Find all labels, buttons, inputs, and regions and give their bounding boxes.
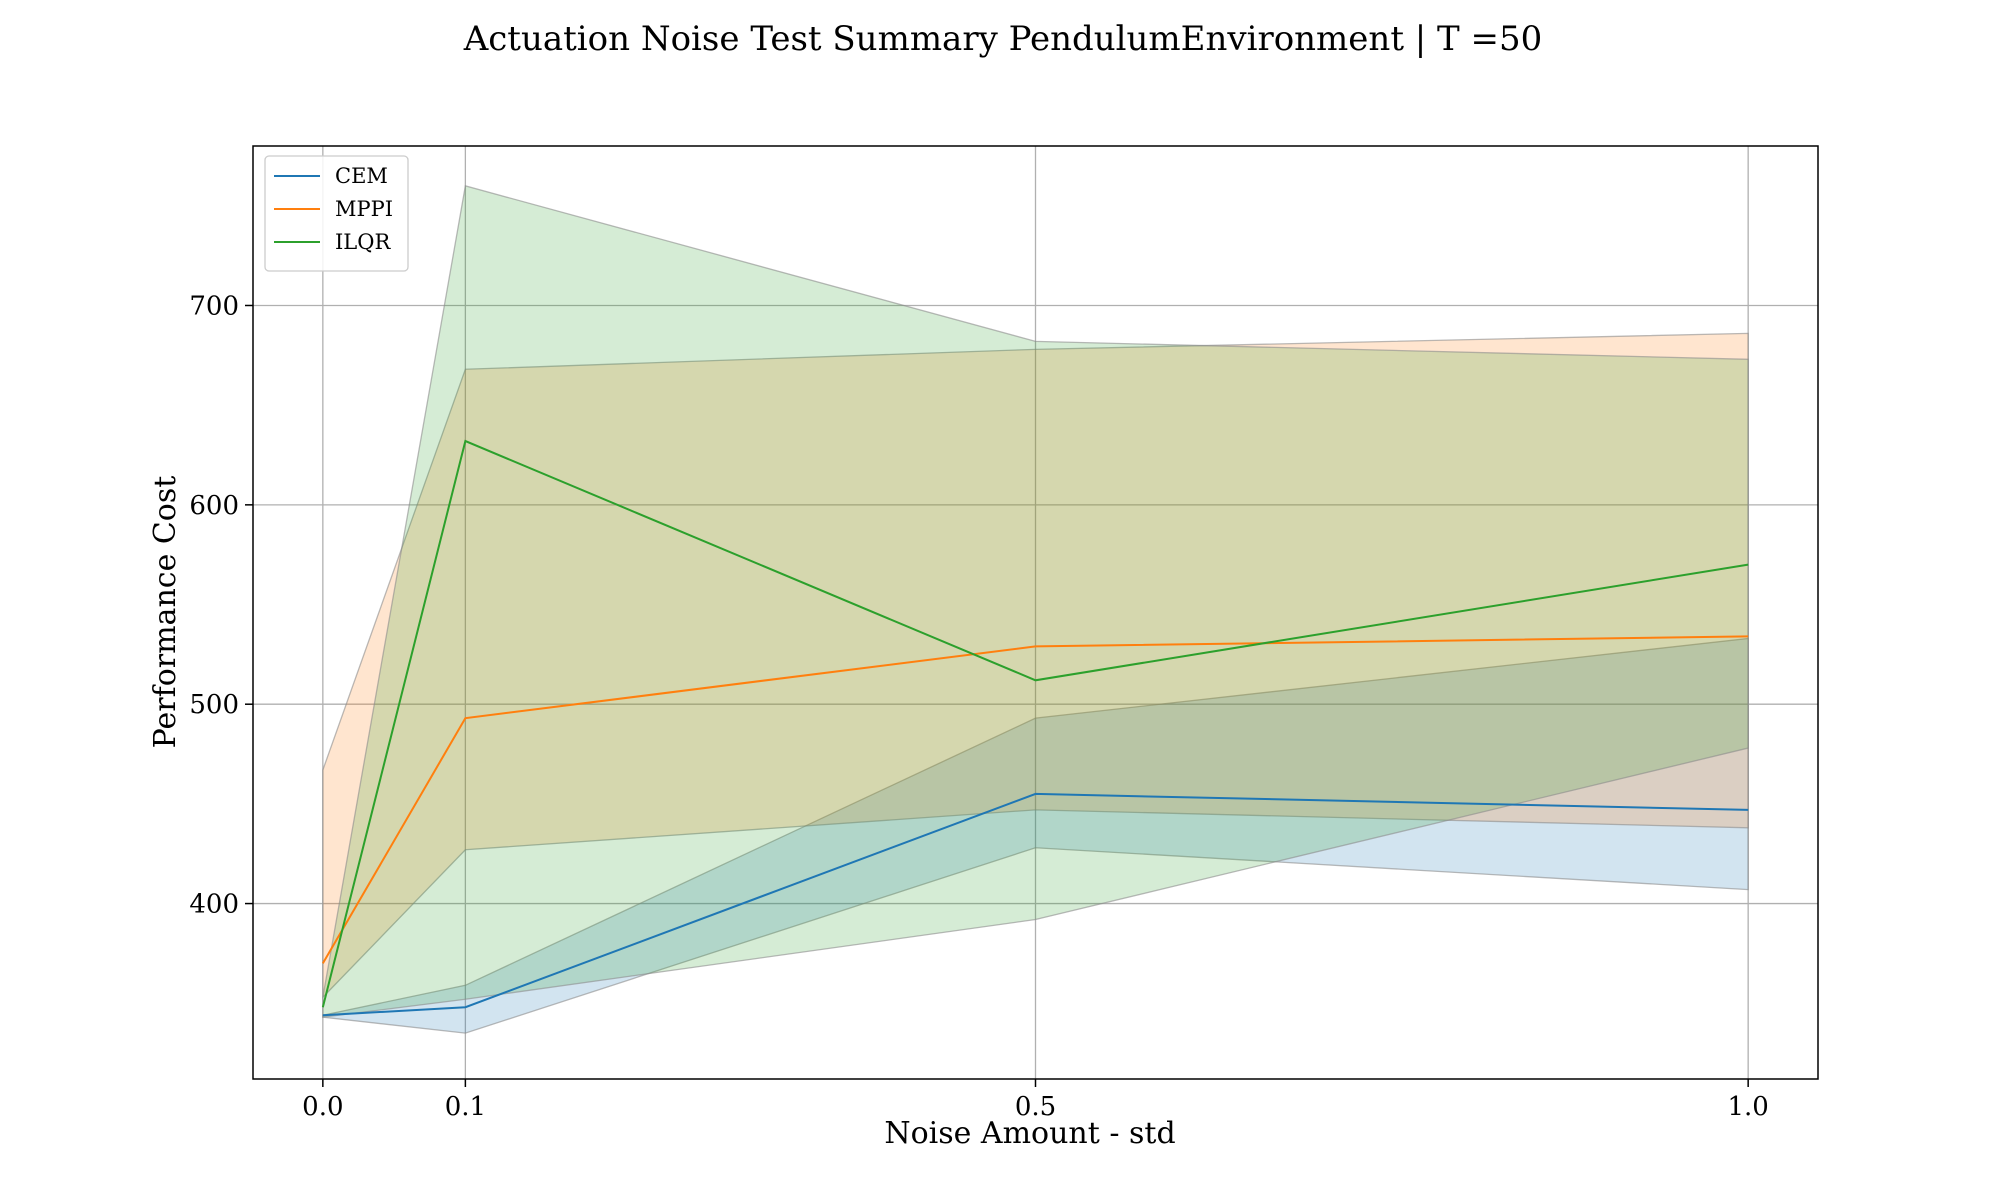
x-tick-label: 1.0 bbox=[1727, 1092, 1768, 1122]
y-tick-label: 400 bbox=[189, 890, 239, 920]
y-tick-label: 700 bbox=[189, 291, 239, 321]
band-cem bbox=[322, 637, 1749, 1034]
line-cem bbox=[322, 792, 1749, 1017]
x-tick-label: 0.1 bbox=[445, 1092, 486, 1122]
line-mppi bbox=[321, 635, 1749, 964]
confidence-bands bbox=[322, 185, 1749, 1034]
x-axis-label: Noise Amount - std bbox=[884, 1116, 1175, 1151]
y-axis-label: Performance Cost bbox=[148, 476, 183, 749]
line-ilqr bbox=[321, 439, 1749, 1008]
x-tick-label: 0.0 bbox=[302, 1092, 343, 1122]
legend: CEM MPPI ILQR bbox=[264, 155, 409, 272]
y-tick-label: 500 bbox=[189, 690, 239, 720]
legend-label-mppi: MPPI bbox=[335, 197, 393, 221]
legend-label-cem: CEM bbox=[335, 164, 388, 188]
x-tick-label: 0.5 bbox=[1015, 1092, 1056, 1122]
y-tick-label: 600 bbox=[189, 491, 239, 521]
chart-title: Actuation Noise Test Summary PendulumEnv… bbox=[463, 19, 1543, 59]
band-mppi bbox=[322, 332, 1749, 999]
band-ilqr bbox=[322, 185, 1749, 1018]
legend-label-ilqr: ILQR bbox=[335, 230, 391, 254]
axis-ticks: 0.0 0.1 0.5 1.0 400 500 600 700 bbox=[189, 291, 1768, 1122]
grid-lines bbox=[253, 146, 1818, 1079]
series-lines bbox=[321, 439, 1749, 1017]
